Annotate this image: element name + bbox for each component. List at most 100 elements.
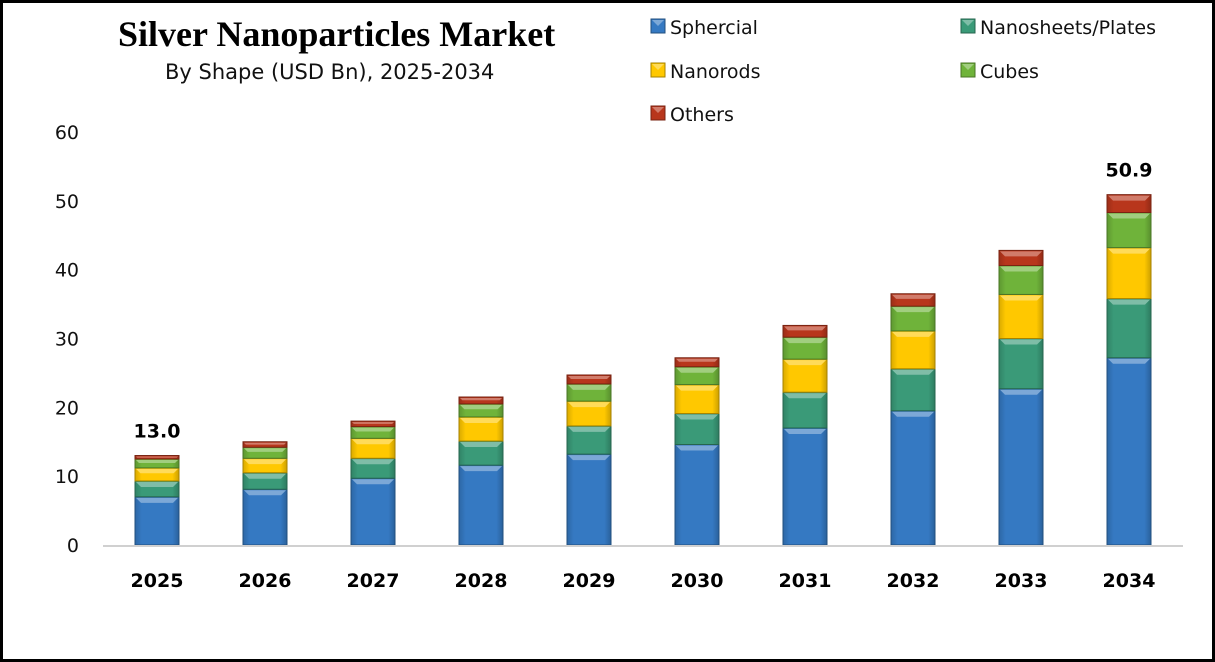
legend-label: Sphercial xyxy=(670,17,758,39)
y-tick-label: 60 xyxy=(55,122,79,144)
bars xyxy=(134,194,1152,546)
bar-segment-sphercial xyxy=(242,488,288,546)
bar-bevel xyxy=(892,307,934,313)
x-tick-label: 2032 xyxy=(887,570,940,592)
bar-bevel xyxy=(136,456,178,458)
bar-bevel xyxy=(460,398,502,401)
legend-item: Sphercial xyxy=(650,17,758,39)
bar-segment-nanosheets-plates xyxy=(890,368,936,412)
bar-bevel xyxy=(892,411,934,417)
bar-bevel xyxy=(676,358,718,362)
legend-label: Nanosheets/Plates xyxy=(980,17,1156,39)
bar-bevel xyxy=(892,294,934,299)
bar-bevel xyxy=(1000,389,1042,395)
bar-segment-others xyxy=(674,357,720,368)
bar-segment-sphercial xyxy=(566,453,612,546)
bar-bevel xyxy=(352,439,394,445)
bar-bevel xyxy=(568,455,610,461)
bar-stack-2026 xyxy=(242,441,288,546)
bar-bevel xyxy=(892,369,934,375)
legend-label: Others xyxy=(670,104,734,126)
bar-bevel xyxy=(460,466,502,472)
y-tick-label: 10 xyxy=(55,466,79,488)
x-tick-label: 2033 xyxy=(995,570,1048,592)
legend-label: Nanorods xyxy=(670,61,761,83)
bar-stack-2032 xyxy=(890,293,936,546)
bar-bevel xyxy=(244,490,286,496)
bar-bevel xyxy=(136,497,178,503)
total-label: 50.9 xyxy=(1106,160,1153,182)
bar-bevel xyxy=(676,367,718,373)
bar-bevel xyxy=(460,417,502,423)
x-axis: 2025 2026 2027 2028 2029 2030 2031 2032 2033 2034 xyxy=(131,570,1156,592)
bar-bevel xyxy=(676,445,718,451)
total-labels: 13.0 50.9 xyxy=(134,160,1153,443)
bar-bevel xyxy=(244,442,286,445)
bar-bevel xyxy=(1108,248,1150,254)
legend-item: Nanorods xyxy=(650,61,761,83)
y-tick-label: 40 xyxy=(55,260,79,282)
bar-segment-others xyxy=(782,324,828,338)
legend-swatch-bevel xyxy=(652,64,664,70)
bar-bevel xyxy=(568,375,610,379)
bar-segment-sphercial xyxy=(1106,357,1152,546)
bar-bevel xyxy=(568,384,610,390)
legend-swatch-bevel xyxy=(652,107,664,113)
total-label: 13.0 xyxy=(134,421,181,443)
bar-segment-others xyxy=(458,396,504,405)
bar-segment-others xyxy=(566,374,612,385)
bar-bevel xyxy=(1108,299,1150,305)
bar-bevel xyxy=(352,459,394,465)
bar-bevel xyxy=(352,479,394,485)
y-tick-label: 30 xyxy=(55,329,79,351)
bar-bevel xyxy=(784,360,826,366)
bar-bevel xyxy=(244,448,286,452)
x-tick-label: 2034 xyxy=(1103,570,1156,592)
bar-bevel xyxy=(460,404,502,410)
bar-segment-sphercial xyxy=(890,410,936,546)
bar-bevel xyxy=(352,422,394,424)
bar-segment-nanosheets-plates xyxy=(1106,298,1152,359)
bar-bevel xyxy=(136,468,178,474)
bar-bevel xyxy=(784,428,826,434)
bar-segment-sphercial xyxy=(134,496,180,546)
bar-segment-nanorods xyxy=(998,293,1044,339)
y-tick-label: 0 xyxy=(67,535,79,557)
bar-stack-2031 xyxy=(782,324,828,546)
bar-segment-sphercial xyxy=(350,477,396,546)
x-tick-label: 2027 xyxy=(347,570,400,592)
x-tick-label: 2030 xyxy=(671,570,724,592)
bar-stack-2028 xyxy=(458,396,504,546)
bar-bevel xyxy=(1000,266,1042,272)
bar-segment-sphercial xyxy=(782,427,828,546)
legend: Sphercial Nanosheets/Plates Nanorods Cubes O… xyxy=(650,17,1156,126)
bar-bevel xyxy=(568,426,610,432)
y-tick-label: 50 xyxy=(55,191,79,213)
bar-stack-2034 xyxy=(1106,194,1152,546)
bar-stack-2030 xyxy=(674,357,720,546)
legend-label: Cubes xyxy=(980,61,1039,83)
bar-bevel xyxy=(784,338,826,344)
bar-bevel xyxy=(676,385,718,391)
bar-bevel xyxy=(784,393,826,399)
x-tick-label: 2028 xyxy=(455,570,508,592)
y-tick-label: 20 xyxy=(55,397,79,419)
bar-stack-2029 xyxy=(566,374,612,546)
chart-title: Silver Nanoparticles Market xyxy=(118,14,556,54)
bar-segment-sphercial xyxy=(998,388,1044,546)
bar-bevel xyxy=(136,459,178,463)
bar-segment-sphercial xyxy=(674,444,720,546)
bar-segment-nanorods xyxy=(1106,247,1152,300)
bar-bevel xyxy=(1108,358,1150,364)
legend-swatch-bevel xyxy=(652,20,664,26)
legend-item: Nanosheets/Plates xyxy=(960,17,1156,39)
x-tick-label: 2026 xyxy=(239,570,292,592)
legend-swatch-bevel xyxy=(962,20,974,26)
bar-bevel xyxy=(1000,295,1042,301)
legend-swatch-bevel xyxy=(962,64,974,70)
bar-bevel xyxy=(1000,339,1042,345)
y-axis: 0 10 20 30 40 50 60 xyxy=(55,122,79,557)
bar-bevel xyxy=(676,414,718,420)
